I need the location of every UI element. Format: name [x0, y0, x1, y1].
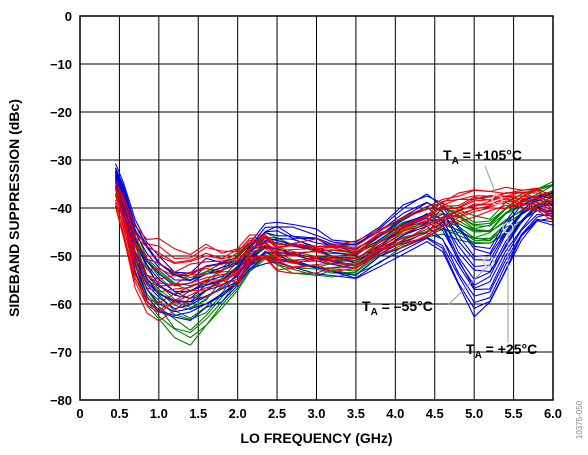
y-tick-label: −80	[50, 393, 72, 408]
plot-border	[79, 15, 554, 401]
x-axis-title: LO FREQUENCY (GHz)	[240, 430, 392, 446]
series-curve	[114, 186, 553, 321]
annotation-label: TA = +105°C	[443, 147, 522, 167]
y-tick-label: −30	[50, 153, 72, 168]
x-tick-label: 2.5	[268, 406, 286, 421]
series-layer	[114, 163, 553, 346]
x-tick-label: 3.5	[347, 406, 365, 421]
grid	[80, 16, 553, 400]
series-curve	[114, 204, 553, 322]
x-tick-label: 6.0	[544, 406, 562, 421]
annotation-label: TA = +25°C	[466, 341, 537, 361]
series-0	[114, 180, 553, 322]
y-tick-label: 0	[65, 9, 72, 24]
y-axis-title: SIDEBAND SUPPRESSION (dBc)	[6, 99, 22, 317]
series-curve	[114, 163, 553, 274]
series-curve	[114, 182, 553, 310]
figure-id: 10375-050	[575, 400, 584, 439]
x-tick-label: 5.5	[505, 406, 523, 421]
x-tick-label: 3.0	[307, 406, 325, 421]
tick-labels: 0 0.5 1.0 1.5 2.0 2.5 3.0 3.5 4.0 4.5 5.0 5.5 6.0 0 −1…	[50, 9, 562, 421]
series-curve	[114, 198, 553, 293]
series-curve	[114, 188, 553, 334]
x-tick-label: 1.0	[150, 406, 168, 421]
x-tick-label: 4.0	[386, 406, 404, 421]
series-curve	[114, 167, 553, 277]
annotation-marker	[483, 256, 495, 268]
series-curve	[114, 202, 553, 314]
annotations: TA = +105°C TA = –55°C TA = +25°C	[362, 147, 537, 361]
annotation-marker	[491, 194, 503, 206]
x-tick-label: 1.5	[189, 406, 207, 421]
series-curve	[114, 171, 553, 296]
x-tick-label: 2.0	[229, 406, 247, 421]
x-tick-label: 0	[76, 406, 83, 421]
annotation-leader	[447, 264, 490, 306]
series-curve	[114, 184, 553, 273]
annotation-marker	[502, 222, 514, 234]
series-curve	[114, 187, 553, 339]
y-tick-label: −70	[50, 345, 72, 360]
series-curve	[114, 179, 553, 317]
series-curve	[114, 192, 553, 277]
y-tick-label: −50	[50, 249, 72, 264]
x-tick-label: 4.5	[426, 406, 444, 421]
y-tick-label: −10	[50, 57, 72, 72]
y-tick-label: −40	[50, 201, 72, 216]
annotation-leader	[484, 165, 498, 198]
series-curve	[114, 195, 553, 286]
series-curve	[115, 186, 553, 264]
series-curve	[115, 181, 553, 256]
series-curve	[114, 170, 553, 287]
x-tick-label: 0.5	[110, 406, 128, 421]
plot-frame	[79, 15, 554, 401]
x-tick-label: 5.0	[465, 406, 483, 421]
annotation-label: TA = –55°C	[362, 298, 433, 318]
y-tick-label: −20	[50, 105, 72, 120]
y-tick-label: −60	[50, 297, 72, 312]
series-curve	[114, 171, 553, 281]
